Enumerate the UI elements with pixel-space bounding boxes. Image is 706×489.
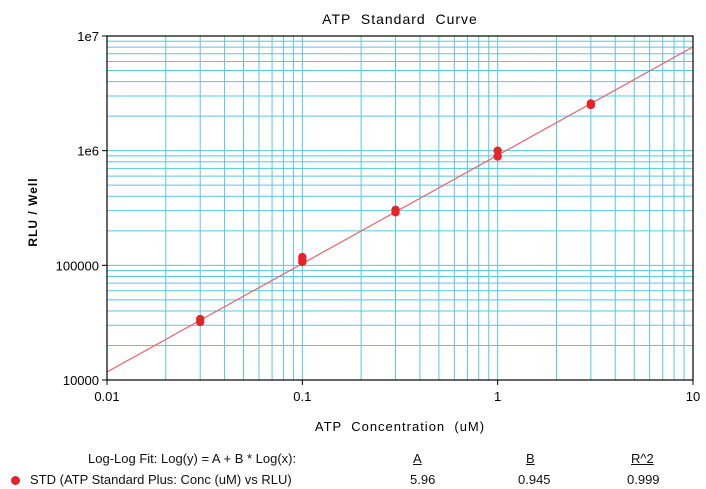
fit-b-value: 0.945 (518, 472, 551, 487)
ticks: 0.01 0.1 1 10 10000 100000 1e6 1e7 (56, 29, 701, 404)
fit-col-b: B (526, 451, 535, 466)
grid (107, 36, 693, 380)
fit-line-layer (106, 46, 694, 373)
atp-standard-curve-chart: ATP Standard Curve ATP Concentration (uM… (26, 11, 701, 434)
plot-frame (106, 35, 694, 381)
x-axis-title: ATP Concentration (uM) (315, 419, 485, 434)
fit-line (106, 46, 694, 373)
data-point (586, 99, 596, 108)
data-point (391, 205, 400, 215)
fit-col-r2: R^2 (631, 451, 654, 466)
data-point (493, 146, 502, 155)
y-tick-label: 100000 (56, 258, 99, 273)
data-point (195, 314, 205, 324)
y-tick-label: 1e7 (77, 29, 99, 44)
fit-a-value: 5.96 (410, 472, 436, 487)
x-tick-label: 0.1 (293, 389, 311, 404)
y-tick-label: 10000 (63, 373, 99, 388)
series-marker (11, 476, 20, 485)
data-point (298, 252, 307, 262)
data-point (493, 152, 502, 161)
x-tick-label: 10 (686, 389, 700, 404)
chart-title: ATP Standard Curve (322, 11, 478, 27)
series-label: STD (ATP Standard Plus: Conc (uM) vs RLU… (30, 472, 292, 487)
fit-col-a: A (413, 451, 422, 466)
x-tick-label: 0.01 (94, 389, 119, 404)
data-points (195, 99, 596, 327)
fit-r2-value: 0.999 (627, 472, 660, 487)
fit-equation: Log-Log Fit: Log(y) = A + B * Log(x): (88, 451, 297, 466)
x-tick-label: 1 (494, 389, 501, 404)
fit-table: Log-Log Fit: Log(y) = A + B * Log(x): A … (0, 448, 706, 489)
y-tick-label: 1e6 (77, 144, 99, 159)
y-axis-title: RLU / Well (26, 177, 40, 246)
